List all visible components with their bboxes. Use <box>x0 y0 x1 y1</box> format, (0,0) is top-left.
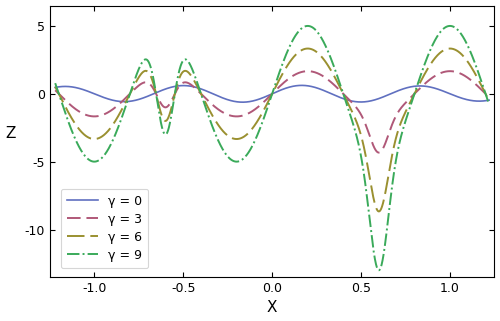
γ = 3 <box>376 151 382 154</box>
γ = 6 <box>52 85 58 89</box>
γ = 6 <box>218 127 224 131</box>
γ = 3 <box>218 109 224 113</box>
γ = 9 <box>334 74 340 78</box>
γ = 6 <box>376 210 382 213</box>
γ = 0 <box>218 95 224 99</box>
γ = 3 <box>334 86 340 90</box>
Line: γ = 6: γ = 6 <box>55 48 489 212</box>
γ = 3 <box>52 88 58 92</box>
γ = 0 <box>486 98 492 102</box>
γ = 9 <box>409 99 415 103</box>
γ = 9 <box>218 144 224 148</box>
γ = 3 <box>376 151 382 154</box>
γ = 3 <box>409 94 415 98</box>
X-axis label: X: X <box>267 300 278 316</box>
γ = 3 <box>131 88 137 92</box>
γ = 6 <box>312 49 318 53</box>
γ = 6 <box>304 47 310 50</box>
γ = 6 <box>409 97 415 100</box>
γ = 0 <box>334 94 340 98</box>
γ = 0 <box>376 97 382 100</box>
γ = 0 <box>131 99 137 102</box>
γ = 0 <box>312 86 318 90</box>
γ = 6 <box>334 80 340 84</box>
γ = 3 <box>304 69 310 73</box>
Line: γ = 9: γ = 9 <box>55 26 489 270</box>
γ = 9 <box>52 81 58 85</box>
γ = 3 <box>486 95 492 99</box>
γ = 9 <box>376 268 382 272</box>
Y-axis label: Z: Z <box>6 126 16 141</box>
Line: γ = 0: γ = 0 <box>55 85 489 102</box>
Legend: γ = 0, γ = 3, γ = 6, γ = 9: γ = 0, γ = 3, γ = 6, γ = 9 <box>60 188 148 268</box>
γ = 9 <box>486 102 492 106</box>
γ = 6 <box>376 210 382 213</box>
γ = 0 <box>52 85 58 89</box>
γ = 6 <box>486 99 492 103</box>
γ = 6 <box>131 84 137 88</box>
γ = 9 <box>376 268 382 272</box>
γ = 3 <box>312 71 318 74</box>
γ = 9 <box>312 28 318 32</box>
γ = 9 <box>304 24 310 28</box>
γ = 9 <box>131 80 137 84</box>
γ = 0 <box>240 100 246 104</box>
γ = 0 <box>409 85 415 89</box>
Line: γ = 3: γ = 3 <box>55 71 489 152</box>
γ = 0 <box>298 83 304 87</box>
